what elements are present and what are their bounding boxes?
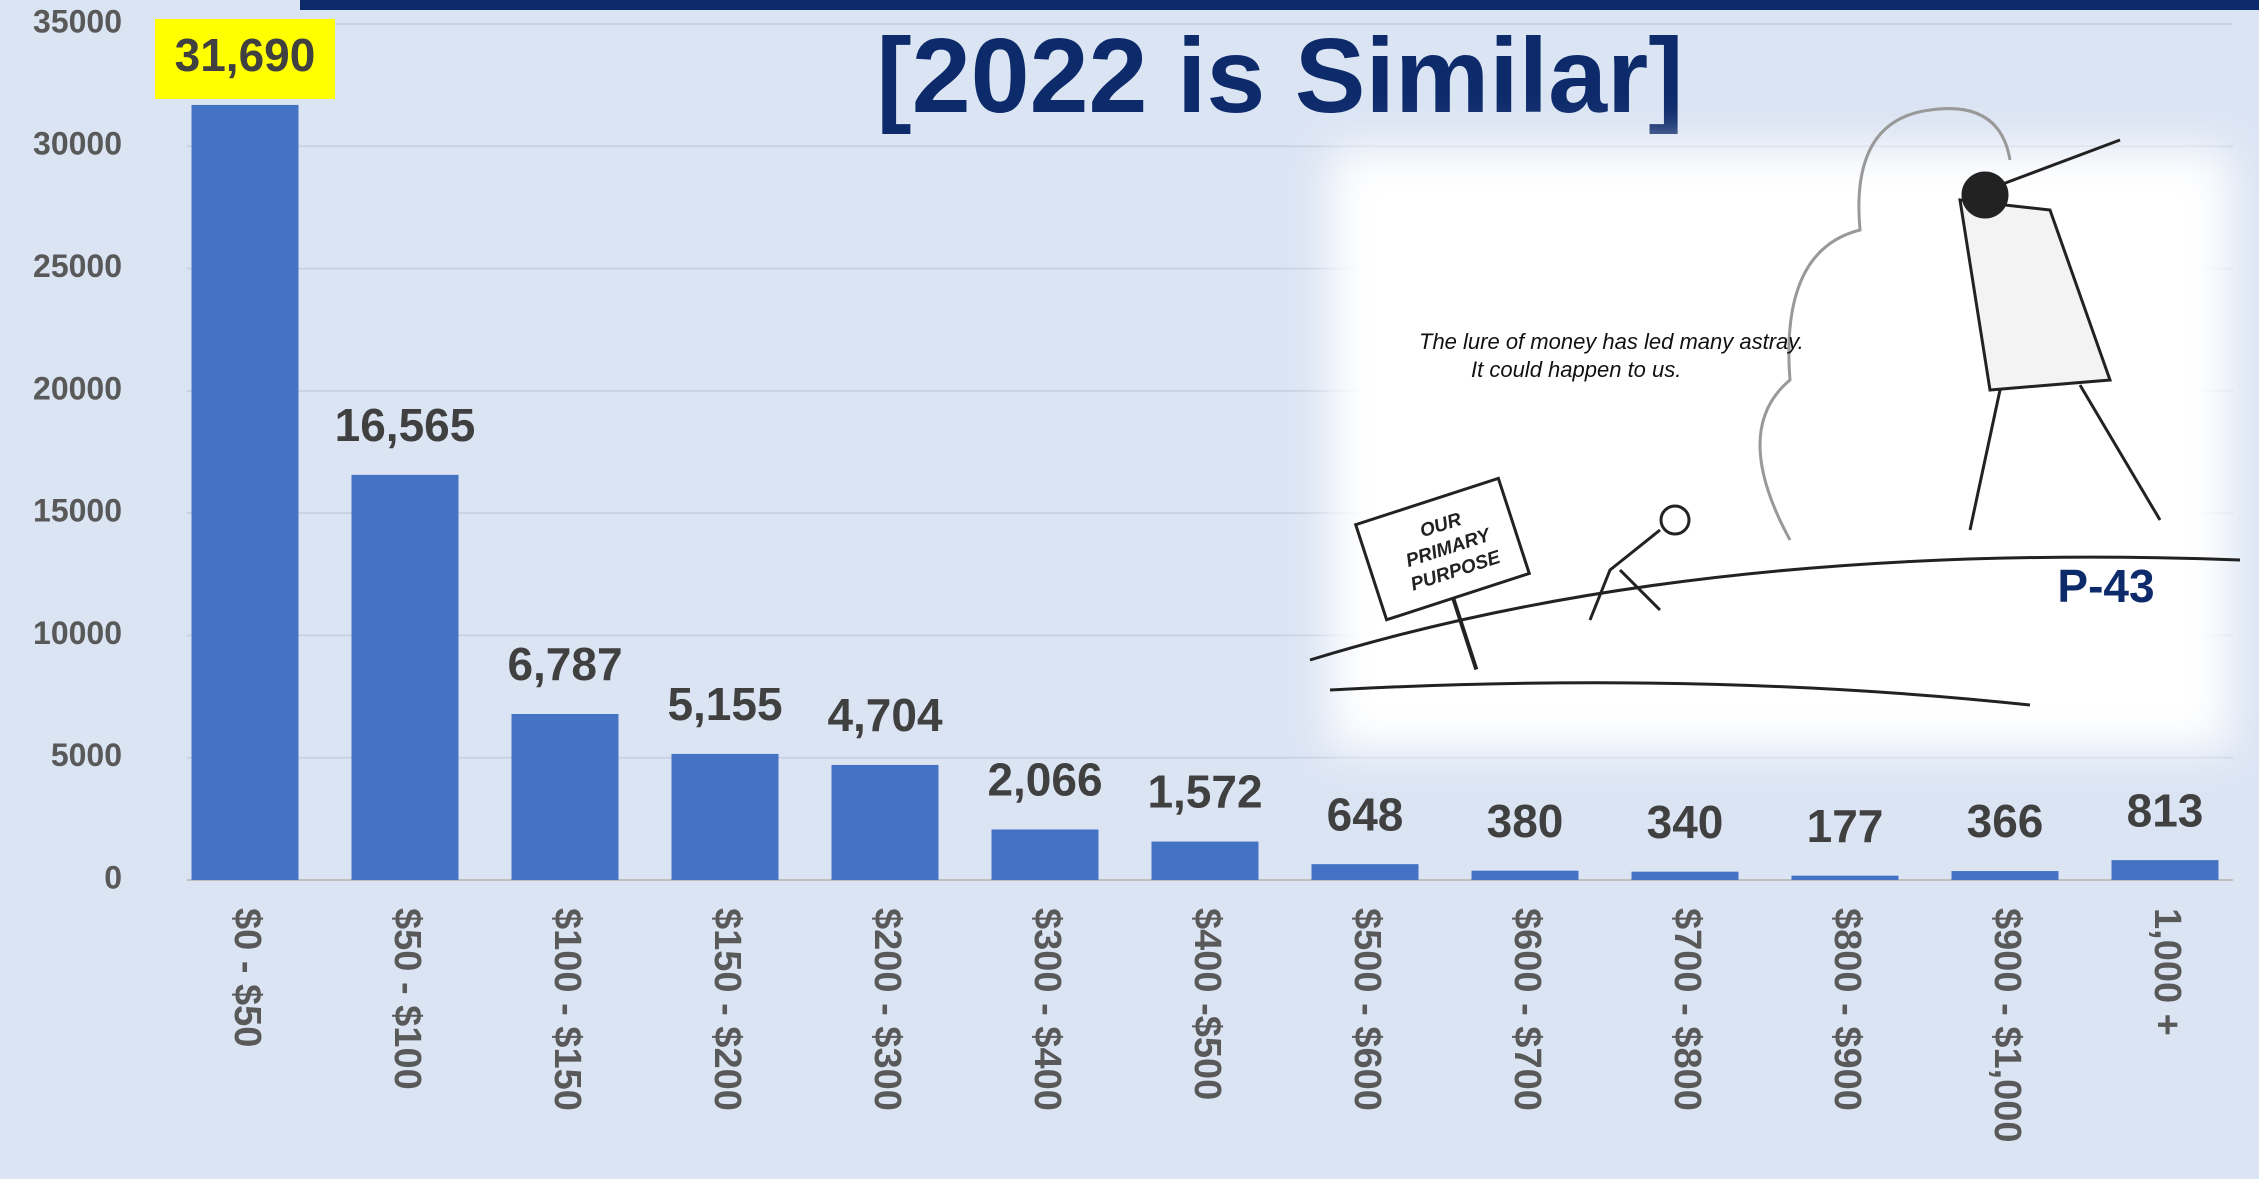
value-label: 340 bbox=[1647, 796, 1724, 848]
value-label: 648 bbox=[1327, 788, 1404, 840]
piper bbox=[1958, 138, 2162, 531]
bar bbox=[511, 714, 619, 880]
y-tick-label: 20000 bbox=[33, 370, 122, 406]
y-tick-label: 5000 bbox=[51, 737, 122, 773]
plot-area: 0 5000 10000 15000 20000 25000 30000 35000 31,69… bbox=[33, 3, 2233, 1143]
label-highlight bbox=[155, 18, 335, 99]
bar bbox=[1151, 841, 1259, 880]
value-label: 2,066 bbox=[987, 754, 1102, 806]
cloud bbox=[1758, 107, 2012, 541]
cartoon-caption: It could happen to us. bbox=[1471, 357, 1681, 382]
road bbox=[1329, 681, 2031, 707]
x-tick-label: $100 - $150 bbox=[546, 908, 588, 1111]
cut-title-bar bbox=[300, 0, 2259, 10]
value-label: 1,572 bbox=[1147, 766, 1262, 818]
y-tick-label: 30000 bbox=[33, 126, 122, 162]
x-tick-label: $300 - $400 bbox=[1026, 908, 1068, 1111]
x-tick-label: $0 - $50 bbox=[226, 908, 268, 1047]
x-tick-label: $900 - $1,000 bbox=[1986, 908, 2028, 1143]
x-tick-label: 1,000 + bbox=[2146, 908, 2188, 1036]
y-tick-label: 15000 bbox=[33, 493, 122, 529]
cartoon-panel bbox=[1330, 150, 2230, 750]
cartoon-caption: The lure of money has led many astray. bbox=[1419, 329, 1804, 354]
x-tick-label: $700 - $800 bbox=[1666, 908, 1708, 1111]
value-label: 177 bbox=[1807, 800, 1884, 852]
y-tick-label: 10000 bbox=[33, 615, 122, 651]
bar bbox=[831, 764, 939, 880]
value-label: 5,155 bbox=[667, 678, 782, 730]
bar bbox=[191, 104, 299, 881]
bar bbox=[1631, 871, 1739, 880]
bar bbox=[1471, 870, 1579, 880]
chart-title: [2022 is Similar] bbox=[876, 17, 1683, 135]
x-tick-label: $200 - $300 bbox=[866, 908, 908, 1111]
page-number: P-43 bbox=[2057, 560, 2154, 612]
bar bbox=[991, 829, 1099, 880]
value-label: 31,690 bbox=[175, 29, 316, 81]
value-label: 380 bbox=[1487, 795, 1564, 847]
y-tick-label: 0 bbox=[104, 859, 122, 895]
bar bbox=[1311, 864, 1419, 880]
x-tick-label: $400 -$500 bbox=[1186, 908, 1228, 1100]
value-label: 16,565 bbox=[335, 399, 476, 451]
bar bbox=[1791, 875, 1899, 880]
x-tick-label: $600 - $700 bbox=[1506, 908, 1548, 1111]
y-tick-label: 25000 bbox=[33, 248, 122, 284]
y-tick-label: 35000 bbox=[33, 3, 122, 39]
value-label: 366 bbox=[1967, 795, 2044, 847]
bar bbox=[1951, 871, 2059, 880]
x-tick-label: $50 - $100 bbox=[386, 908, 428, 1090]
value-label: 813 bbox=[2127, 784, 2204, 836]
bar bbox=[671, 753, 779, 880]
value-label: 6,787 bbox=[507, 638, 622, 690]
follower bbox=[1588, 504, 1691, 621]
bar bbox=[2111, 860, 2219, 880]
x-tick-label: $150 - $200 bbox=[706, 908, 748, 1111]
sign-board bbox=[1353, 476, 1532, 671]
value-label: 4,704 bbox=[827, 689, 943, 741]
x-tick-label: $800 - $900 bbox=[1826, 908, 1868, 1111]
hill bbox=[1309, 555, 2241, 662]
x-tick-label: $500 - $600 bbox=[1346, 908, 1388, 1111]
bar bbox=[351, 474, 459, 880]
